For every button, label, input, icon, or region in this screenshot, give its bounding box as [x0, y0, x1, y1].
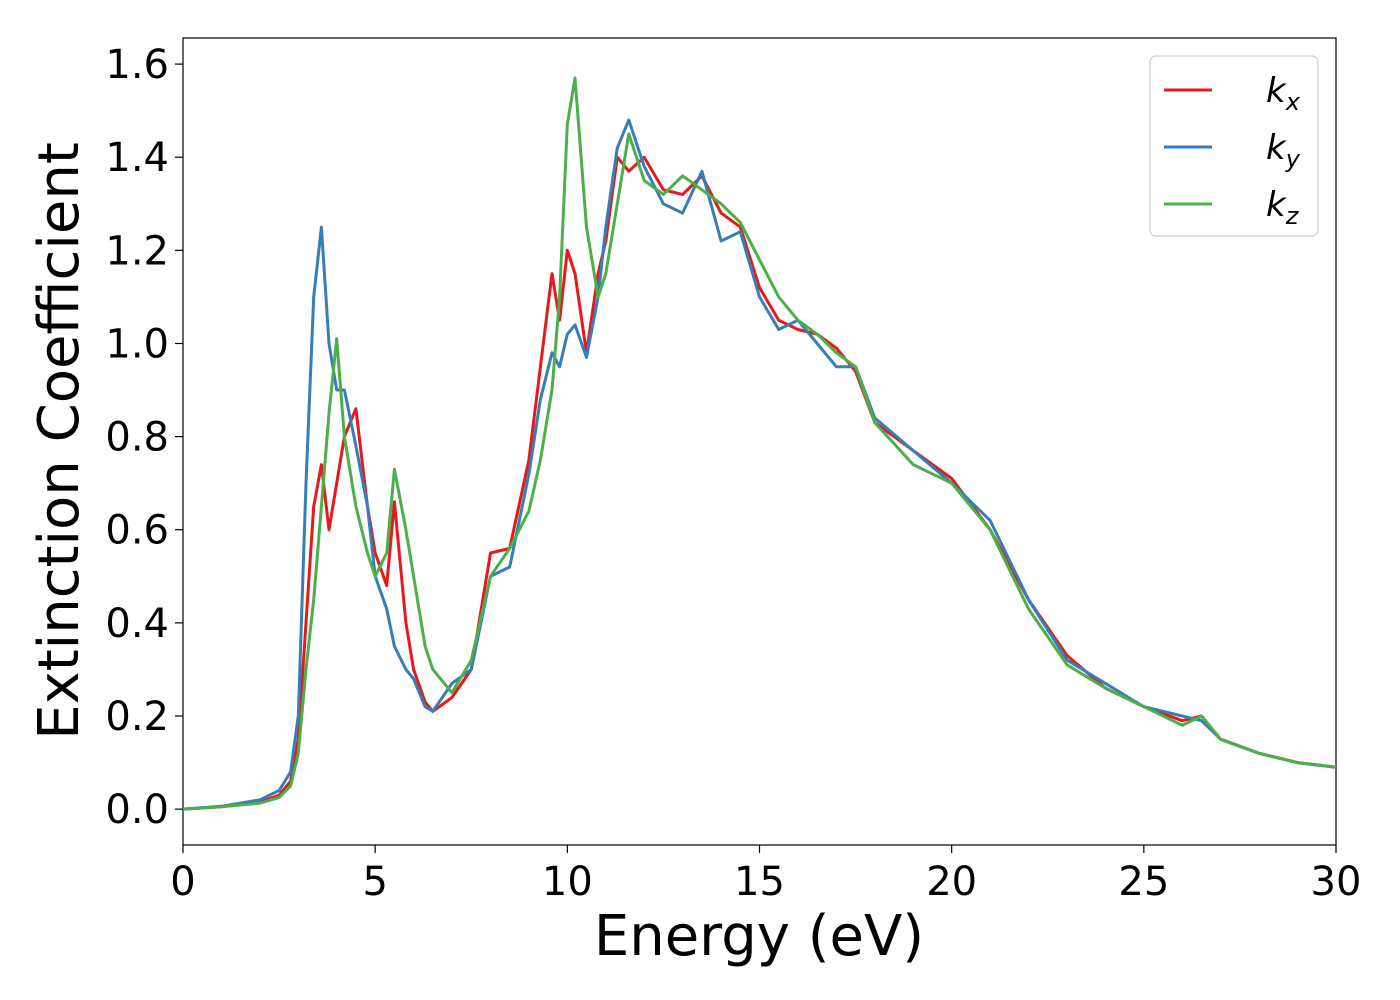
x-tick-label: 10	[542, 859, 593, 905]
x-tick-label: 5	[362, 859, 387, 905]
y-tick-label: 0.2	[105, 694, 169, 740]
legend-label: ky	[1266, 128, 1301, 173]
legend-label: kx	[1266, 71, 1301, 116]
x-tick-label: 0	[170, 859, 195, 905]
x-tick-label: 15	[734, 859, 785, 905]
line-series	[182, 118, 1337, 811]
x-tick-label: 25	[1118, 859, 1169, 905]
y-tick-label: 1.4	[105, 135, 169, 181]
line-series	[182, 76, 1337, 811]
x-tick-label: 30	[1311, 859, 1362, 905]
legend-box	[1149, 55, 1319, 237]
y-axis-label: Extinction Coefficient	[27, 142, 92, 740]
x-axis-label: Energy (eV)	[594, 904, 924, 969]
y-tick-label: 1.2	[105, 228, 169, 274]
y-tick-label: 0.8	[105, 415, 169, 461]
y-tick-label: 0.0	[105, 787, 169, 833]
x-tick-label: 20	[926, 859, 977, 905]
y-tick-label: 0.6	[105, 508, 169, 554]
y-tick-label: 1.6	[105, 42, 169, 88]
y-tick-label: 0.4	[105, 601, 169, 647]
legend-label: kz	[1266, 185, 1300, 230]
y-tick-label: 1.0	[105, 321, 169, 367]
